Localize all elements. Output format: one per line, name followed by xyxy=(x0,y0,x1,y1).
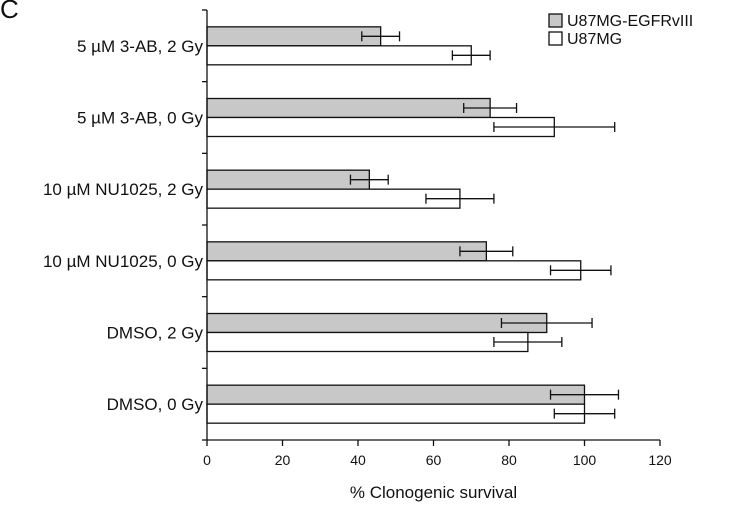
category-labels-layer: 5 µM 3-AB, 2 Gy 5 µM 3-AB, 0 Gy 10 µM NU10… xyxy=(43,37,204,414)
bar xyxy=(206,97,491,119)
bar xyxy=(206,241,488,262)
category-label: 5 µM 3-AB, 0 Gy xyxy=(77,109,203,128)
legend-label: U87MG-EGFRvIII xyxy=(567,13,693,30)
bar xyxy=(206,312,548,334)
bar xyxy=(206,403,586,424)
x-axis-title: % Clonogenic survival xyxy=(350,483,517,502)
x-tick-label: 100 xyxy=(573,452,597,468)
x-tick-label: 80 xyxy=(501,452,517,468)
legend-swatch xyxy=(548,13,563,28)
x-tick-label: 40 xyxy=(350,452,366,468)
bar xyxy=(206,384,586,405)
bars-layer xyxy=(206,26,586,424)
category-label: 10 µM NU1025, 2 Gy xyxy=(43,180,204,199)
bar xyxy=(206,45,472,66)
category-label: 10 µM NU1025, 0 Gy xyxy=(43,252,204,271)
bar xyxy=(206,260,582,281)
axes-layer: 0 20 40 60 80 100 120 % Clonogenic survival xyxy=(202,9,672,502)
x-tick-label: 0 xyxy=(203,452,211,468)
x-tick-label: 60 xyxy=(426,452,442,468)
category-label: DMSO, 2 Gy xyxy=(107,324,204,343)
x-tick-label: 120 xyxy=(648,452,672,468)
error-bars-layer xyxy=(349,31,620,419)
bar xyxy=(206,26,382,47)
x-tick-label: 20 xyxy=(275,452,291,468)
category-label: 5 µM 3-AB, 2 Gy xyxy=(77,37,203,56)
panel-label: C xyxy=(0,0,19,24)
bar xyxy=(206,331,529,353)
bar xyxy=(206,169,370,190)
bar xyxy=(206,188,461,209)
legend-swatch xyxy=(548,31,563,46)
legend-label: U87MG xyxy=(567,31,622,48)
category-label: DMSO, 0 Gy xyxy=(107,395,204,414)
